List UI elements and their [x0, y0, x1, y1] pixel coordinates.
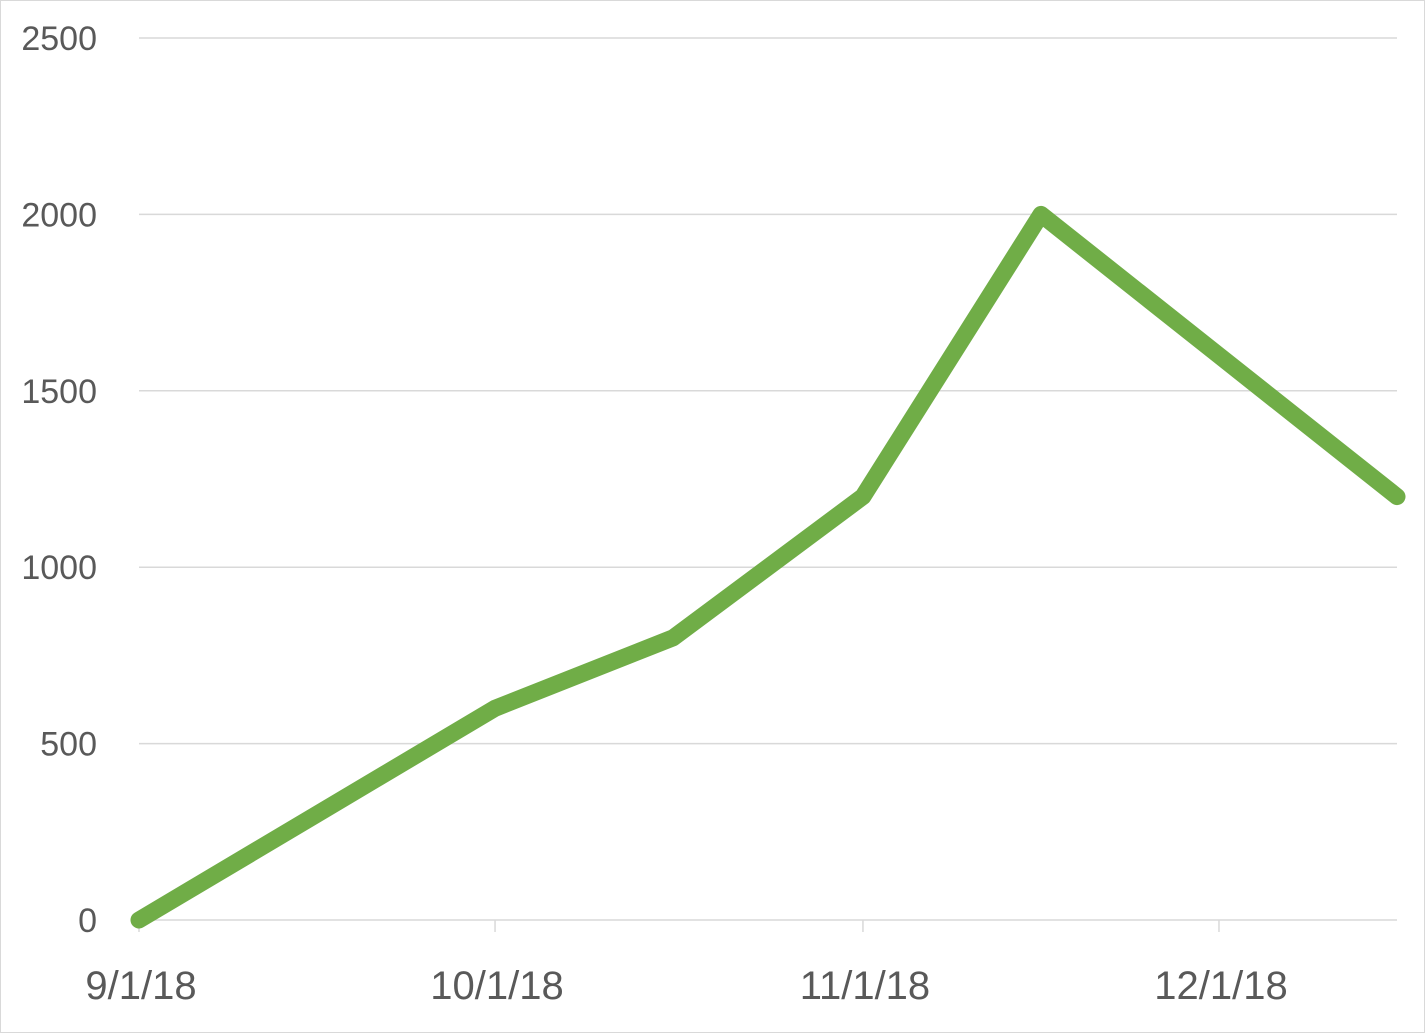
x-tick-label-3: 12/1/18: [1154, 964, 1287, 1008]
y-tick-label-2500: 2500: [21, 20, 97, 58]
x-axis-tick-labels: 9/1/18 10/1/18 11/1/18 12/1/18: [85, 964, 1287, 1008]
x-tick-label-0: 9/1/18: [85, 964, 196, 1008]
y-axis-tick-labels: 0 500 1000 1500 2000 2500: [21, 20, 97, 940]
y-tick-label-2000: 2000: [21, 196, 97, 234]
gridlines: [139, 37, 1397, 745]
series-layer: [130, 205, 1406, 929]
x-axis: [138, 919, 1397, 932]
y-tick-label-0: 0: [78, 902, 97, 940]
y-tick-label-500: 500: [40, 726, 97, 764]
x-tick-label-1: 10/1/18: [430, 964, 563, 1008]
series-line-0: [130, 205, 1406, 929]
y-tick-label-1500: 1500: [21, 373, 97, 411]
y-tick-label-1000: 1000: [21, 549, 97, 587]
x-tick-label-2: 11/1/18: [800, 964, 931, 1008]
